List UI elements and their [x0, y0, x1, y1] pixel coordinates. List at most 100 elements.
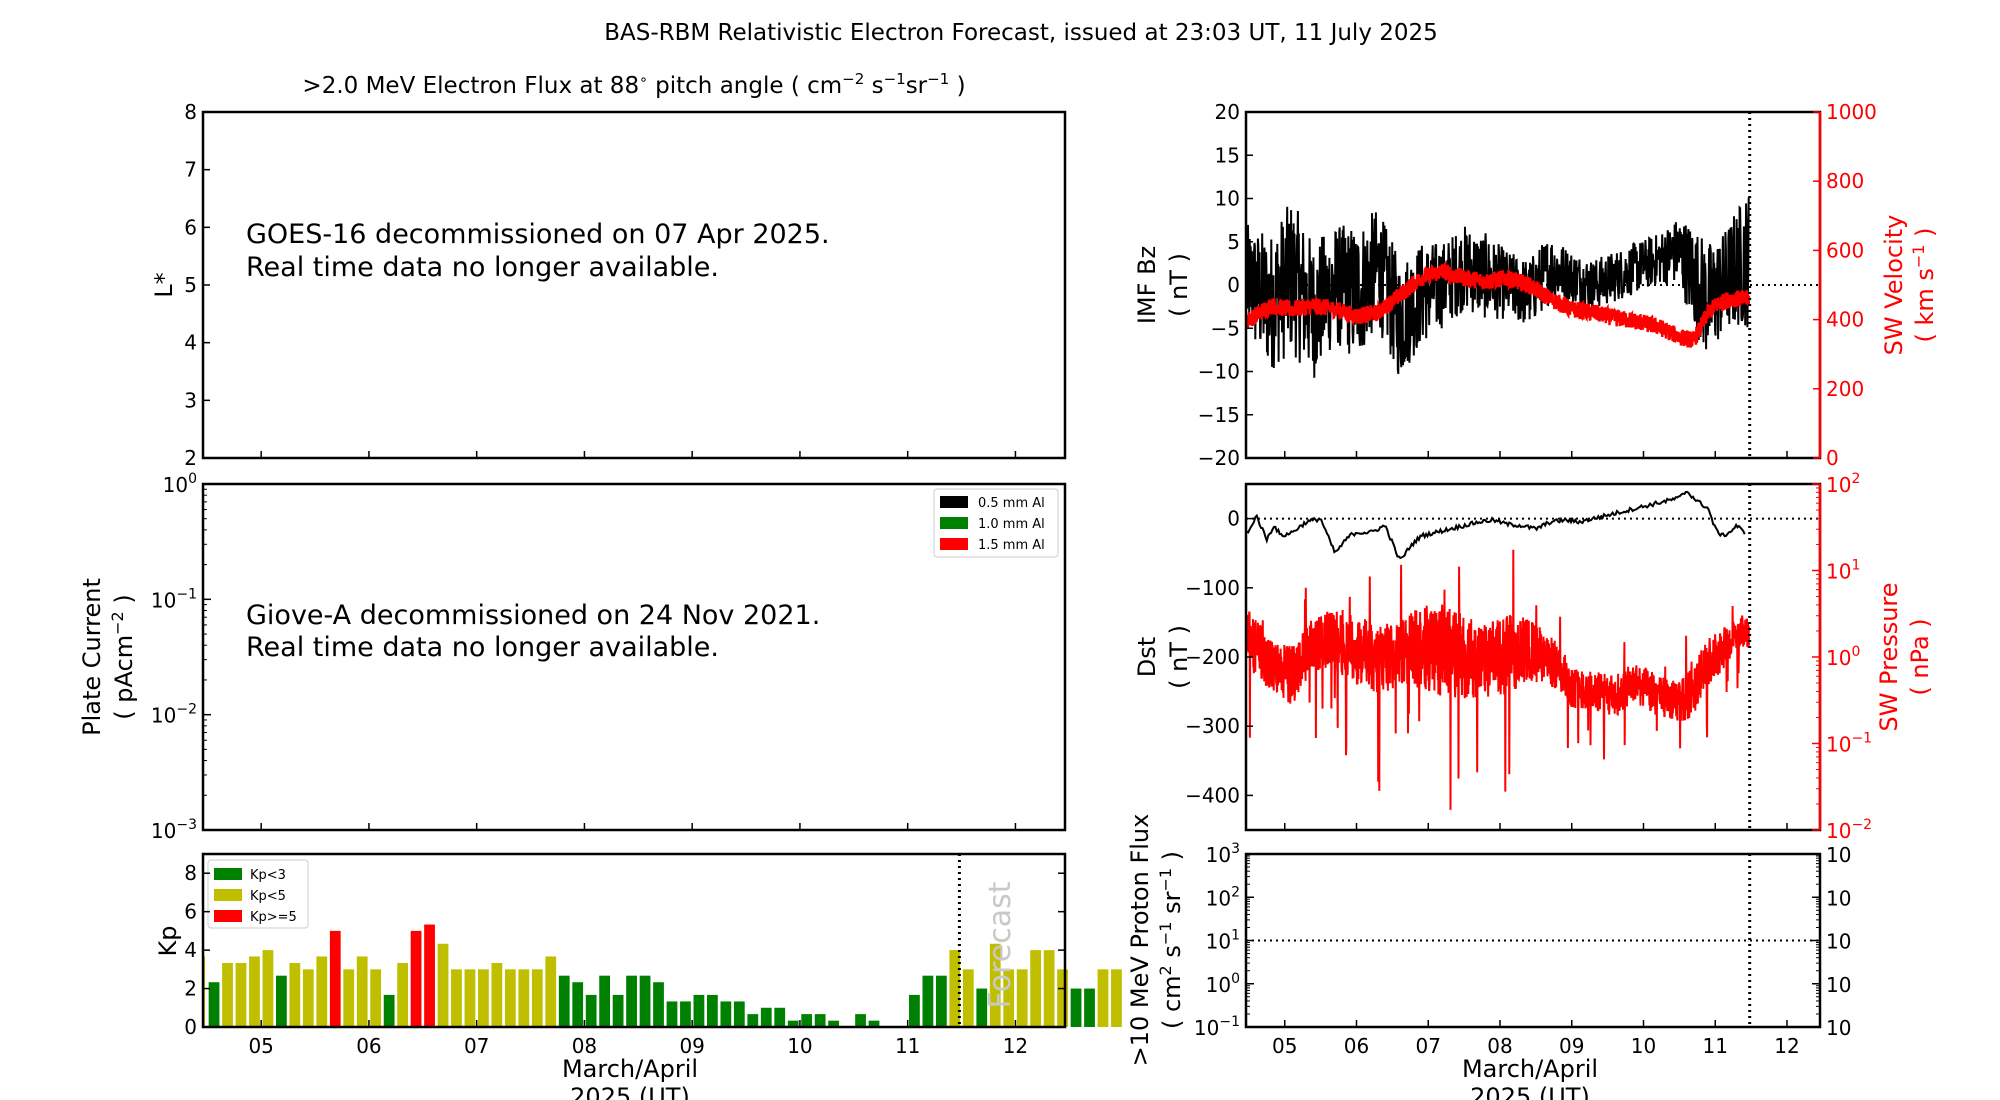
electron-flux-ylabel: L* [150, 272, 178, 297]
figure-title: BAS-RBM Relativistic Electron Forecast, … [604, 20, 1438, 46]
imf-bz-ytick-label: −5 [1211, 316, 1240, 340]
legend-swatch [214, 910, 242, 922]
kp-bar [653, 982, 664, 1027]
kp-bar [329, 930, 341, 1027]
sw-pressure-ylabel: SW Pressure [1875, 582, 1903, 731]
electron-flux-ytick-label: 7 [184, 158, 197, 182]
kp-bar [801, 1014, 813, 1027]
dst-ylabel-units: ( nT ) [1165, 625, 1193, 689]
kp-axes [201, 852, 1067, 1029]
kp-bar [410, 930, 422, 1027]
kp-bar [504, 969, 516, 1027]
legend-label: Kp<5 [250, 889, 286, 904]
sw-pressure-ytick-label: 100 [1826, 644, 1860, 670]
proton-flux-xtick-label: 10 [1631, 1034, 1656, 1058]
kp-xlabel-line1: March/April [562, 1055, 698, 1083]
electron-flux-axes [201, 110, 1067, 460]
sw-velocity-ytick-label: 600 [1826, 238, 1864, 262]
kp-bar [666, 1001, 678, 1027]
kp-bar [1003, 969, 1015, 1027]
legend-label: 1.0 mm Al [978, 517, 1045, 532]
electron-flux-ytick-label: 6 [184, 215, 197, 239]
kp-bar [868, 1020, 880, 1027]
plate-current-ytick-label: 10−1 [151, 586, 197, 612]
kp-bar [693, 994, 705, 1027]
imf-bz-line [1245, 197, 1750, 378]
kp-xtick-label: 06 [356, 1034, 381, 1058]
sw-velocity-ytick-label: 1000 [1826, 100, 1877, 124]
kp-bar [316, 956, 328, 1027]
legend-label: Kp<3 [250, 868, 286, 883]
kp-bar [1084, 988, 1095, 1027]
kp-bar [424, 924, 435, 1027]
kp-bar [572, 982, 584, 1027]
kp-bar [531, 969, 543, 1027]
kp-bar [733, 1001, 745, 1027]
kp-xtick-label: 08 [572, 1034, 597, 1058]
electron-flux-ytick-label: 2 [184, 446, 197, 470]
kp-ytick-label: 8 [184, 861, 197, 885]
kp-bar [922, 975, 934, 1027]
kp-bar [222, 962, 233, 1027]
proton-flux-right-ytick-label: 10 [1826, 843, 1851, 867]
kp-bar [720, 1001, 732, 1027]
proton-flux-xtick-label: 11 [1703, 1034, 1728, 1058]
dst-line [1246, 490, 1746, 560]
kp-bar [276, 975, 287, 1027]
kp-bar [558, 975, 570, 1027]
kp-bar [909, 994, 920, 1027]
sw-pressure-ytick-label: 10−2 [1826, 817, 1872, 843]
electron-flux-ytick-label: 4 [184, 331, 197, 355]
electron-flux-ytick-label: 5 [184, 273, 197, 297]
imf-bz-ylabel: IMF Bz [1133, 246, 1161, 324]
kp-xtick-label: 05 [248, 1034, 273, 1058]
kp-bar [451, 969, 462, 1027]
proton-flux-right-ytick-label: 10 [1826, 886, 1851, 910]
imf-bz-ytick-label: 10 [1215, 187, 1240, 211]
legend-swatch [214, 889, 242, 901]
kp-bar [249, 956, 260, 1027]
kp-xtick-label: 07 [464, 1034, 489, 1058]
kp-bar [262, 950, 274, 1027]
kp-legend: Kp<3 Kp<5 Kp>=5 [207, 859, 309, 929]
kp-bar [356, 956, 368, 1027]
plate-current-ylabel: Plate Current [78, 578, 106, 736]
kp-bar [208, 982, 220, 1027]
sw-pressure-ytick-label: 10−1 [1826, 731, 1872, 757]
legend-swatch [940, 517, 968, 529]
proton-flux-ytick-label: 10−1 [1194, 1014, 1240, 1040]
imf-bz-ylabel-units: ( nT ) [1165, 253, 1193, 317]
kp-bars [203, 924, 1122, 1027]
sw-pressure-ylabel-units: ( nPa ) [1906, 618, 1934, 695]
proton-flux-xtick-label: 05 [1272, 1034, 1297, 1058]
legend-label: 1.5 mm Al [978, 538, 1045, 553]
kp-ylabel: Kp [154, 926, 182, 957]
dst-ylabel: Dst [1133, 637, 1161, 677]
electron-flux-ytick-label: 8 [184, 100, 197, 124]
legend-label: 0.5 mm Al [978, 496, 1045, 511]
kp-bar [774, 1007, 786, 1027]
kp-ytick-label: 4 [184, 938, 197, 962]
kp-bar [747, 1014, 759, 1027]
imf-bz-ytick-label: −15 [1198, 403, 1240, 427]
kp-bar [478, 969, 489, 1027]
kp-bar [289, 962, 301, 1027]
dst-ytick-label: −400 [1185, 783, 1240, 807]
kp-ytick-label: 0 [184, 1015, 197, 1039]
plate-current-ytick-label: 10−2 [151, 702, 197, 728]
legend-label: Kp>=5 [250, 910, 297, 925]
kp-bar [370, 969, 382, 1027]
kp-xtick-label: 11 [895, 1034, 920, 1058]
plate-current-notice-line1: Giove-A decommissioned on 24 Nov 2021. [246, 600, 820, 631]
sw-velocity-ytick-label: 200 [1826, 377, 1864, 401]
imf-bz-ytick-label: 5 [1227, 230, 1240, 254]
kp-bar [518, 969, 530, 1027]
proton-flux-right-ytick-label: 10 [1826, 973, 1851, 997]
imf-bz-ytick-label: −10 [1198, 360, 1240, 384]
dst-sw-pressure-panel: Dst ( nT ) SW Pressure ( nPa ) [1133, 582, 1934, 731]
kp-xtick-label: 10 [787, 1034, 812, 1058]
electron-flux-title: >2.0 MeV Electron Flux at 88∘ pitch angl… [302, 70, 965, 99]
kp-bar [302, 969, 314, 1027]
electron-flux-panel: >2.0 MeV Electron Flux at 88∘ pitch angl… [150, 70, 966, 298]
kp-xtick-label: 09 [679, 1034, 704, 1058]
